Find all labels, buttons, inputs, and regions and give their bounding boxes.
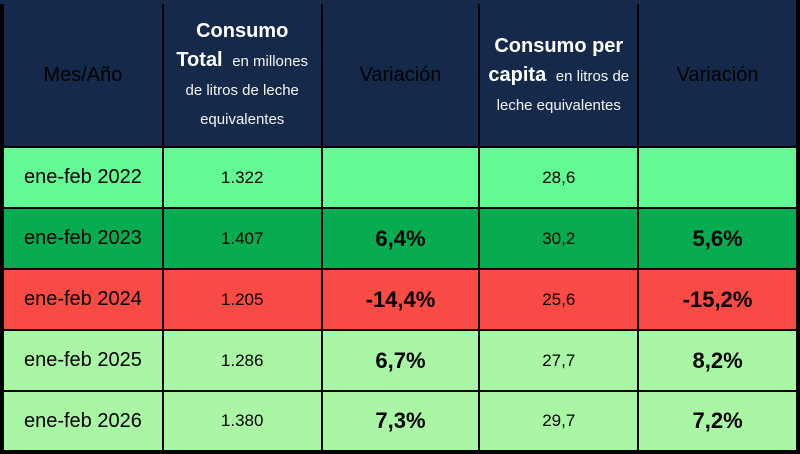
period-cell: ene-feb 2024 <box>1 268 164 331</box>
table-header: Mes/Año Consumo Total en millones de lit… <box>1 1 799 148</box>
variacion-total-cell: 7,3% <box>320 390 481 453</box>
per-capita-cell: 30,2 <box>478 207 640 270</box>
header-row: Mes/Año Consumo Total en millones de lit… <box>1 1 799 148</box>
table-row-2023: ene-feb 2023 1.407 6,4% 30,2 5,6% <box>1 207 799 270</box>
consumo-total-cell: 1.322 <box>161 146 323 209</box>
table-row-2025: ene-feb 2025 1.286 6,7% 27,7 8,2% <box>1 329 799 392</box>
period-cell: ene-feb 2026 <box>1 390 164 453</box>
variacion-total-cell: -14,4% <box>320 268 481 331</box>
per-capita-cell: 25,6 <box>478 268 640 331</box>
header-variacion-per-capita: Variación <box>637 1 799 148</box>
header-period: Mes/Año <box>1 1 164 148</box>
variacion-total-cell <box>320 146 481 209</box>
variacion-total-cell: 6,7% <box>320 329 481 392</box>
table-row-2024: ene-feb 2024 1.205 -14,4% 25,6 -15,2% <box>1 268 799 331</box>
variacion-per-capita-cell <box>637 146 799 209</box>
variacion-per-capita-cell: 5,6% <box>637 207 799 270</box>
variacion-per-capita-cell: -15,2% <box>637 268 799 331</box>
header-variacion-total: Variación <box>320 1 481 148</box>
per-capita-cell: 29,7 <box>478 390 640 453</box>
header-per-capita-sub: en litros de leche equivalentes <box>496 67 630 114</box>
table-row-2022: ene-feb 2022 1.322 28,6 <box>1 146 799 209</box>
per-capita-cell: 28,6 <box>478 146 640 209</box>
period-cell: ene-feb 2025 <box>1 329 164 392</box>
header-consumo-total-bold: Consumo Total <box>176 20 289 71</box>
variacion-total-cell: 6,4% <box>320 207 481 270</box>
consumo-total-cell: 1.380 <box>161 390 323 453</box>
header-per-capita: Consumo per capita en litros de leche eq… <box>478 1 640 148</box>
per-capita-cell: 27,7 <box>478 329 640 392</box>
header-per-capita-bold: Consumo per capita <box>488 34 624 86</box>
table-body: ene-feb 2022 1.322 28,6 ene-feb 2023 1.4… <box>1 146 799 453</box>
table-row-2026: ene-feb 2026 1.380 7,3% 29,7 7,2% <box>1 390 799 453</box>
variacion-per-capita-cell: 7,2% <box>637 390 799 453</box>
period-cell: ene-feb 2023 <box>1 207 164 270</box>
period-cell: ene-feb 2022 <box>1 146 164 209</box>
consumo-total-cell: 1.407 <box>161 207 323 270</box>
variacion-per-capita-cell: 8,2% <box>637 329 799 392</box>
header-consumo-total-sub: en millones de litros de leche equivalen… <box>185 53 309 128</box>
header-consumo-total: Consumo Total en millones de litros de l… <box>161 1 323 148</box>
consumo-total-cell: 1.286 <box>161 329 323 392</box>
consumo-total-cell: 1.205 <box>161 268 323 331</box>
